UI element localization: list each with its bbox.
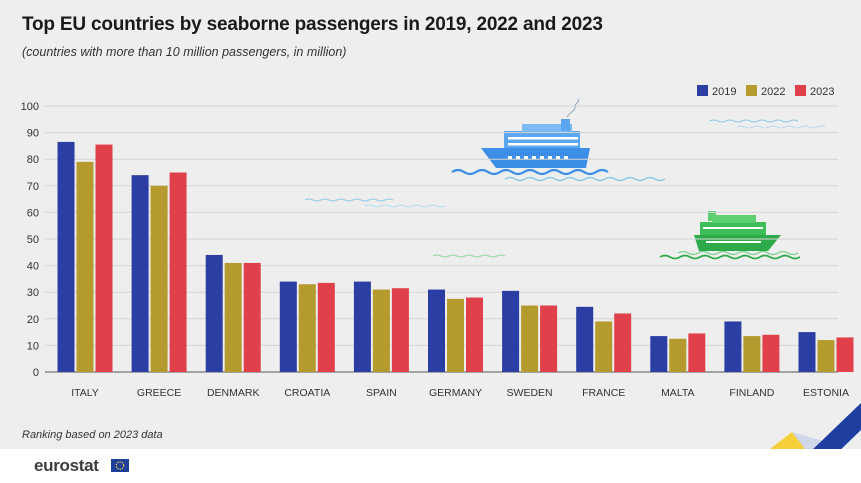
bar-2022-sweden — [521, 305, 539, 372]
cruise-ship-icon — [451, 98, 666, 182]
bar-2019-sweden — [502, 290, 520, 372]
bar-2023-france — [614, 313, 632, 372]
legend-swatch-2023 — [795, 85, 806, 96]
eu-flag-icon — [111, 459, 129, 472]
bar-2023-sweden — [540, 305, 558, 372]
legend-label-2023: 2023 — [810, 86, 834, 98]
bar-2022-finland — [743, 336, 761, 372]
bar-chart: 0 10 20 30 40 50 60 70 80 90 100 ITALY GREECE DENMAR… — [21, 85, 854, 399]
x-tick-label: ITALY — [71, 387, 99, 399]
legend-label-2022: 2022 — [761, 86, 785, 98]
bar-2019-croatia — [279, 281, 297, 372]
footer: eurostat — [0, 449, 861, 483]
y-tick-label: 50 — [27, 234, 39, 246]
y-tick-label: 30 — [27, 287, 39, 299]
y-tick-label: 10 — [27, 340, 39, 352]
x-axis: ITALY GREECE DENMARK CROATIA SPAIN GERMANY SWE… — [71, 387, 849, 399]
footnote: Ranking based on 2023 data — [22, 429, 163, 441]
y-tick-label: 40 — [27, 261, 39, 273]
bar-2019-spain — [353, 281, 371, 372]
eurostat-logo: eurostat — [34, 456, 99, 475]
y-tick-label: 20 — [27, 314, 39, 326]
y-tick-label: 80 — [27, 154, 39, 166]
bar-2019-estonia — [798, 332, 816, 372]
bar-2023-malta — [688, 333, 706, 372]
ferry-icon — [659, 211, 801, 260]
decorative-illustrations — [304, 98, 826, 260]
bars — [57, 141, 854, 372]
y-tick-label: 70 — [27, 181, 39, 193]
bar-2022-greece — [150, 185, 168, 372]
bar-2022-italy — [76, 161, 94, 372]
bar-2023-finland — [762, 334, 780, 372]
x-tick-label: SWEDEN — [507, 387, 553, 399]
bar-2022-spain — [372, 289, 390, 372]
bar-2023-italy — [95, 144, 113, 372]
legend-swatch-2019 — [697, 85, 708, 96]
x-tick-label: GREECE — [137, 387, 181, 399]
x-tick-label: ESTONIA — [803, 387, 849, 399]
x-tick-label: FINLAND — [729, 387, 774, 399]
bar-2022-france — [595, 321, 613, 372]
y-tick-label: 0 — [33, 367, 39, 379]
bar-2023-denmark — [243, 262, 261, 372]
x-tick-label: FRANCE — [582, 387, 625, 399]
bar-2019-malta — [650, 336, 668, 372]
x-tick-label: GERMANY — [429, 387, 482, 399]
y-tick-label: 100 — [21, 101, 39, 113]
x-tick-label: SPAIN — [366, 387, 397, 399]
bar-2023-croatia — [317, 282, 335, 372]
bar-2022-malta — [669, 338, 687, 372]
bar-2019-greece — [131, 175, 149, 372]
bar-2023-estonia — [836, 337, 854, 372]
y-tick-label: 90 — [27, 128, 39, 140]
bar-2019-finland — [724, 321, 742, 372]
bar-2023-spain — [391, 288, 409, 372]
bar-2022-estonia — [817, 340, 835, 372]
legend: 2019 2022 2023 — [697, 85, 834, 98]
y-tick-label: 60 — [27, 207, 39, 219]
bar-2022-croatia — [298, 284, 316, 372]
x-tick-label: MALTA — [661, 387, 694, 399]
wave-icon — [304, 119, 826, 258]
x-tick-label: DENMARK — [207, 387, 260, 399]
bar-2019-germany — [428, 289, 445, 372]
legend-label-2019: 2019 — [712, 86, 736, 98]
chart-subtitle: (countries with more than 10 million pas… — [22, 45, 347, 59]
bar-2022-germany — [447, 298, 464, 372]
x-tick-label: CROATIA — [284, 387, 330, 399]
chart-title: Top EU countries by seaborne passengers … — [22, 14, 603, 35]
bar-2023-germany — [466, 297, 483, 372]
bar-2019-italy — [57, 141, 75, 372]
bar-2022-denmark — [224, 262, 242, 372]
bar-2019-france — [576, 306, 594, 372]
bar-2023-greece — [169, 172, 187, 372]
bar-2019-denmark — [205, 254, 223, 372]
legend-swatch-2022 — [746, 85, 757, 96]
